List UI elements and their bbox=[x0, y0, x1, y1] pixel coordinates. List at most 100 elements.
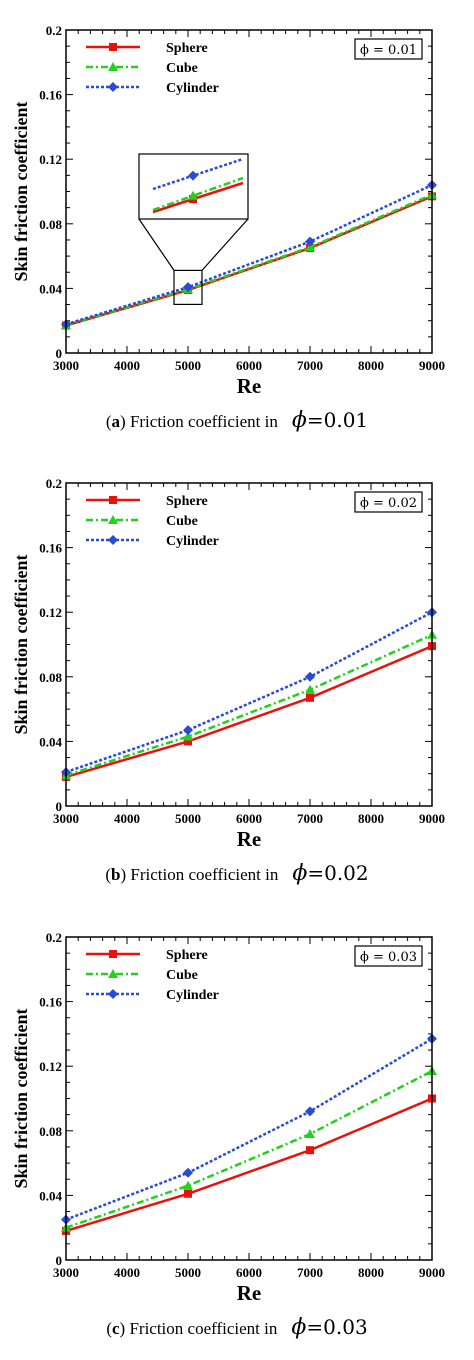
chart-c-series-cube-line bbox=[65, 1069, 433, 1229]
chart-c-ytick-label: 0.2 bbox=[46, 930, 62, 945]
chart-c-ytick-label: 0.16 bbox=[39, 995, 62, 1010]
chart-b-ytick-label: 0.2 bbox=[46, 476, 62, 491]
chart-b-cube-point bbox=[305, 684, 315, 694]
chart-b-ytick-label: 0.12 bbox=[39, 605, 62, 620]
chart-b-series-cube-line bbox=[65, 633, 433, 777]
chart-b-legend-sphere-marker bbox=[109, 496, 117, 504]
chart-b-xlabel: Re bbox=[237, 827, 262, 851]
chart-a-ytick-label: 0.04 bbox=[39, 281, 62, 296]
chart-c-frame bbox=[65, 936, 433, 1261]
chart-b-xtick-label: 4000 bbox=[114, 811, 140, 826]
chart-c-legend-sphere-label: Sphere bbox=[166, 948, 208, 963]
chart-a-plot: 3000 4000 5000 6000 7000 8000 9000 0 0.04 0.08 0.1… bbox=[11, 23, 445, 398]
chart-a-legend-sphere-label: Sphere bbox=[166, 41, 208, 56]
chart-c-ytick-label: 0.08 bbox=[39, 1124, 62, 1139]
chart-c-xtick-label: 7000 bbox=[297, 1265, 323, 1280]
chart-b-frame bbox=[65, 482, 433, 807]
chart-a-xtick-label: 7000 bbox=[297, 358, 323, 373]
chart-b-xtick-label: 3000 bbox=[53, 811, 79, 826]
chart-c-cube-point bbox=[305, 1129, 315, 1139]
chart-b-series-sphere-line bbox=[65, 644, 433, 779]
chart-b-cylinder-point bbox=[305, 671, 315, 682]
chart-a-phi-box bbox=[354, 38, 423, 60]
chart-b-series-cylinder-line bbox=[65, 611, 433, 774]
chart-c-legend-cylinder-marker bbox=[108, 989, 118, 999]
chart-a-inset-cube-point bbox=[188, 190, 198, 200]
chart-a-ytick-label: 0.2 bbox=[46, 23, 62, 38]
chart-c-legend-cylinder-label: Cylinder bbox=[166, 988, 219, 1003]
chart-b-phi-box bbox=[354, 491, 423, 513]
chart-c-phi-box-text: ϕ = 0.03 bbox=[360, 950, 417, 965]
caption-c-text: Friction coefficient in bbox=[129, 1319, 278, 1338]
chart-a-zoom-connector-left bbox=[138, 218, 175, 271]
caption-a-letter: a bbox=[111, 412, 121, 431]
chart-a-inset-cylinder-line bbox=[152, 157, 244, 191]
chart-b-cylinder-point bbox=[183, 725, 193, 736]
caption-a-phi-value: =0.01 bbox=[306, 408, 369, 432]
chart-a-series-sphere-line bbox=[65, 195, 433, 327]
caption-a-phi: ϕ bbox=[291, 408, 307, 433]
caption-c-letter: c bbox=[111, 1319, 120, 1338]
chart-b-legend-sphere-label: Sphere bbox=[166, 494, 208, 509]
chart-a-cylinder-point bbox=[183, 282, 193, 293]
chart-a-series-cylinder-line bbox=[65, 183, 433, 326]
chart-b-ytick-label: 0 bbox=[56, 799, 63, 814]
chart-c-ytick-label: 0 bbox=[56, 1253, 63, 1268]
chart-b-xtick-label: 9000 bbox=[419, 811, 445, 826]
chart-c-xtick-label: 6000 bbox=[236, 1265, 262, 1280]
chart-a-xtick-label: 8000 bbox=[358, 358, 384, 373]
chart-a-cube-point bbox=[305, 242, 315, 252]
chart-b-legend-cylinder-marker bbox=[108, 535, 118, 545]
chart-b-ylabel: Skin friction coefficient bbox=[11, 555, 31, 735]
chart-a-cylinder-point bbox=[305, 236, 315, 247]
chart-c-cube-point bbox=[183, 1180, 193, 1190]
chart-a-legend-cube-label: Cube bbox=[166, 61, 198, 76]
chart-c-sphere-point bbox=[184, 1189, 192, 1198]
chart-a-xtick-label: 3000 bbox=[53, 358, 79, 373]
chart-b-xtick-label: 5000 bbox=[175, 811, 201, 826]
chart-panel-b: 3000 4000 5000 6000 7000 8000 9000 0 0.04 0.08 0.1… bbox=[0, 453, 474, 906]
chart-a-phi-box-text: ϕ = 0.01 bbox=[360, 43, 417, 58]
chart-a-ytick-label: 0.12 bbox=[39, 152, 62, 167]
chart-c-cylinder-point bbox=[183, 1167, 193, 1178]
chart-c-ytick-label: 0.12 bbox=[39, 1059, 62, 1074]
chart-b-ytick-label: 0.04 bbox=[39, 734, 62, 749]
chart-c-phi-box bbox=[354, 945, 423, 967]
chart-a-ytick-label: 0.08 bbox=[39, 217, 62, 232]
chart-b-ytick-label: 0.16 bbox=[39, 541, 62, 556]
chart-b-sphere-point bbox=[306, 693, 314, 702]
chart-b-sphere-point bbox=[184, 737, 192, 746]
chart-c-series-sphere-line bbox=[65, 1097, 433, 1233]
chart-c-xtick-label: 8000 bbox=[358, 1265, 384, 1280]
chart-b-ytick-label: 0.08 bbox=[39, 670, 62, 685]
chart-c-xlabel: Re bbox=[237, 1281, 262, 1305]
chart-c-ytick-label: 0.04 bbox=[39, 1188, 62, 1203]
chart-a-inset-cylinder-point bbox=[188, 170, 198, 181]
chart-a-frame bbox=[65, 29, 433, 354]
chart-b-xtick-label: 7000 bbox=[297, 811, 323, 826]
chart-b-xtick-label: 6000 bbox=[236, 811, 262, 826]
chart-b-legend-cube-marker bbox=[108, 515, 118, 524]
chart-a-ylabel: Skin friction coefficient bbox=[11, 102, 31, 282]
caption-b-text: Friction coefficient in bbox=[130, 865, 279, 884]
chart-a-zoom-region bbox=[173, 269, 203, 305]
chart-b-legend-cube-label: Cube bbox=[166, 514, 198, 529]
caption-b-phi: ϕ bbox=[292, 861, 308, 886]
chart-c-legend-cube-marker bbox=[108, 969, 118, 978]
chart-a-inset-cube-line bbox=[152, 176, 244, 212]
chart-panel-c: 3000 4000 5000 6000 7000 8000 9000 0 0.04 0.08 0.1… bbox=[0, 907, 474, 1360]
chart-c-ylabel: Skin friction coefficient bbox=[11, 1009, 31, 1189]
chart-a-xtick-label: 5000 bbox=[175, 358, 201, 373]
caption-a: (a) Friction coefficient in ϕ=0.01 bbox=[105, 408, 369, 433]
chart-b-phi-box-text: ϕ = 0.02 bbox=[360, 496, 417, 511]
chart-c-plot: 3000 4000 5000 6000 7000 8000 9000 0 0.04 0.08 0.1… bbox=[11, 930, 445, 1305]
chart-c-xtick-label: 9000 bbox=[419, 1265, 445, 1280]
chart-c-xtick-label: 4000 bbox=[114, 1265, 140, 1280]
chart-c-legend-cube-label: Cube bbox=[166, 968, 198, 983]
chart-a-legend-cube-marker bbox=[108, 62, 118, 71]
chart-a-xlabel: Re bbox=[237, 374, 262, 398]
chart-a-inset-sphere-line bbox=[152, 181, 244, 214]
caption-b-phi-value: =0.02 bbox=[307, 861, 369, 885]
caption-c-phi: ϕ bbox=[291, 1315, 307, 1340]
chart-c-legend-sphere-marker bbox=[109, 950, 117, 958]
